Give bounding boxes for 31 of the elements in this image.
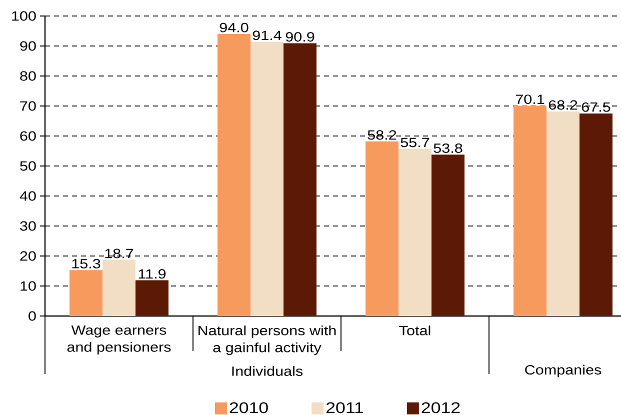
x-tick-label: Natural persons with a gainful activity	[198, 326, 336, 355]
data-label: 91.4	[252, 30, 282, 40]
y-tick-label: 30	[20, 221, 36, 231]
data-label: 70.1	[516, 94, 544, 104]
data-label: 58.2	[368, 130, 396, 140]
data-label: 67.5	[582, 102, 610, 112]
y-tick-label: 90	[20, 41, 36, 51]
y-tick-label: 40	[20, 191, 36, 201]
data-label: 68.2	[548, 100, 578, 110]
legend-label: 2010	[230, 402, 268, 414]
data-label: 11.9	[138, 269, 166, 279]
data-label: 18.7	[105, 248, 134, 258]
y-tick-label: 0	[28, 311, 36, 321]
y-tick-label: 10	[20, 281, 36, 291]
data-label: 53.8	[434, 143, 462, 153]
y-tick-label: 100	[12, 11, 36, 21]
y-tick-label: 60	[20, 131, 36, 141]
legend-label: 2012	[422, 402, 460, 414]
y-tick-label: 80	[20, 71, 36, 81]
text: Individuals	[232, 366, 303, 376]
legend-label: 2011	[326, 402, 364, 414]
y-tick-label: 20	[20, 251, 36, 261]
y-tick-label: 50	[20, 161, 36, 171]
y-tick-label: 70	[20, 101, 36, 111]
data-label: 94.0	[220, 22, 248, 32]
data-label: 15.3	[72, 258, 100, 268]
data-label: 90.9	[286, 32, 314, 42]
text: Companies	[525, 364, 602, 378]
x-tick-label: Wage earners and pensioners	[67, 326, 171, 354]
data-label: 55.7	[400, 138, 430, 148]
x-tick-label: Total	[399, 326, 430, 336]
